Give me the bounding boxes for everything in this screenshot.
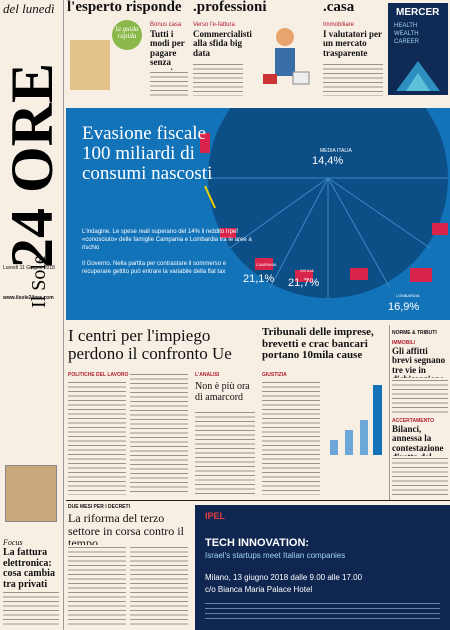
- section-label: POLITICHE DEL LAVORO: [68, 372, 129, 378]
- lead-text: Il Governo. Nella partita per contrastar…: [82, 261, 227, 276]
- chart-value: 14,4%: [312, 155, 344, 167]
- divider: [389, 325, 390, 500]
- focus-thumbnail: [5, 465, 57, 522]
- lead-text: L'indagine. Le spese reali superano del …: [82, 229, 252, 252]
- body-text: [3, 590, 59, 626]
- illustration: [263, 28, 310, 85]
- headline: Non è più ora di amarcord: [195, 381, 250, 403]
- chart-value: 21,1%: [243, 273, 275, 285]
- lead-headline: Evasione fiscale 100 miliardi di consumi…: [82, 123, 213, 184]
- body-text: [130, 372, 188, 495]
- section-label: NORME & TRIBUTI: [392, 330, 437, 336]
- lead-chart: [200, 108, 448, 298]
- edition: del lunedì: [3, 1, 55, 16]
- headline: La riforma del terzo settore in corsa co…: [68, 511, 184, 551]
- ad-title: TECH INNOVATION:: [205, 537, 310, 549]
- headline: Tribunali delle imprese, brevetti e crac…: [262, 326, 374, 362]
- ad-subtitle: Israel's startups meet Italian companies: [205, 551, 346, 560]
- section-title: l'esperto risponde: [67, 0, 182, 15]
- chart-label: SICILIA: [300, 268, 314, 273]
- body-text: [195, 410, 255, 495]
- site: www.ilsole24ore.com: [3, 295, 54, 301]
- kicker: Immobiliare: [323, 22, 355, 28]
- focus-headline: La fattura elettronica: cosa cambia tra …: [3, 547, 55, 590]
- body-text: [323, 62, 383, 96]
- chart-label: MEDIA ITALIA: [320, 148, 352, 154]
- mercer-ad: MERCER HEALTH WEALTH CAREER: [388, 3, 448, 95]
- ad-place: c/o Bianca Maria Palace Hotel: [205, 585, 313, 594]
- divider: [66, 500, 450, 501]
- focus-kicker: Focus: [3, 538, 23, 547]
- ad-text: [205, 601, 440, 623]
- ad-brand: MERCER: [396, 7, 440, 18]
- tech-ad: IPEL TECH INNOVATION: Israel's startups …: [195, 505, 450, 630]
- ad-tagline: HEALTH WEALTH CAREER: [394, 23, 420, 45]
- ad-logo: IPEL: [205, 511, 226, 521]
- masthead-prefix: Il Sole: [28, 255, 50, 308]
- section-title: .professioni: [193, 0, 267, 15]
- kicker: IMMOBILI: [392, 340, 416, 346]
- body-text: [262, 380, 320, 495]
- small-chart: [330, 385, 382, 455]
- chart-value: 21,7%: [288, 277, 320, 289]
- body-text: [130, 545, 188, 627]
- headline: Commercialisti alla sfida big data: [193, 29, 252, 58]
- section-title: .casa: [323, 0, 355, 15]
- body-text: [392, 456, 448, 496]
- body-text: [392, 378, 448, 414]
- ad-graphic: [396, 61, 440, 91]
- section-label: L'ANALISI: [195, 372, 220, 378]
- chart-label: CAMPANIA: [256, 262, 277, 267]
- body-text: [150, 70, 188, 98]
- ad-date: Milano, 13 giugno 2018 dalle 9.00 alle 1…: [205, 573, 363, 582]
- masthead-logo: 24 ORE Il Sole: [0, 63, 62, 308]
- body-text: [68, 545, 126, 627]
- kicker: ACCERTAMENTO: [392, 418, 435, 424]
- divider: [63, 0, 64, 630]
- date: Lunedì 11 Giugno 2018: [3, 265, 55, 271]
- section-label: GIUSTIZIA: [262, 372, 287, 378]
- masthead-name: 24 ORE: [0, 63, 62, 268]
- body-text: [193, 62, 243, 96]
- kicker: Verso l'e-fattura: [193, 22, 235, 28]
- headline: I valutatori per un mercato trasparente: [323, 29, 382, 58]
- section-label: DUE MESI PER I DECRETI: [68, 504, 130, 510]
- chart-label: LOMBARDIA: [396, 293, 420, 298]
- chart-value: 16,9%: [388, 301, 420, 313]
- guida-badge: la guida rapida: [112, 20, 142, 50]
- cover-image: [70, 40, 110, 90]
- kicker: Bonus casa: [150, 22, 182, 28]
- body-text: [68, 380, 126, 495]
- headline: I centri per l'impiego perdono il confro…: [68, 326, 232, 363]
